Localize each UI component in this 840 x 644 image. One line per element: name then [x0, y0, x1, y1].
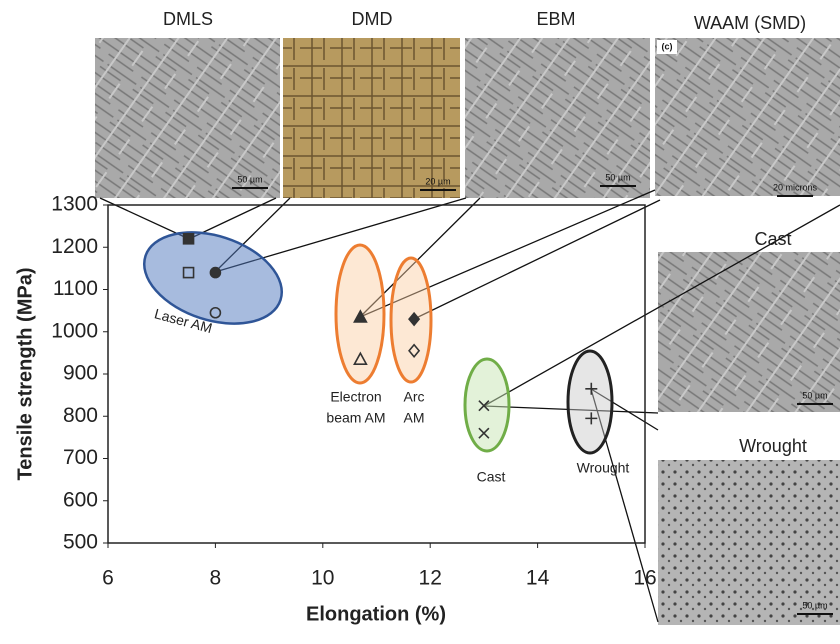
micrograph [283, 38, 460, 198]
scale-label: 20 microns [773, 182, 818, 192]
y-tick-label: 500 [63, 531, 98, 554]
panel-label: (c) [662, 41, 673, 51]
x-tick-label: 6 [102, 567, 114, 590]
point [184, 234, 194, 244]
group-label: AM [404, 410, 425, 426]
scale-label: 50 µm [802, 390, 827, 400]
y-axis-title: Tensile strength (MPa) [14, 268, 36, 481]
group-label: beam AM [326, 410, 385, 426]
micrograph-title: WAAM (SMD) [694, 13, 806, 33]
group-label: Electron [330, 389, 381, 405]
scale-label: 50 µm [802, 600, 827, 610]
y-tick-label: 600 [63, 488, 98, 511]
group-label: Wrought [577, 460, 630, 476]
micrograph [655, 38, 840, 196]
chart: Elongation (%) Tensile strength (MPa) 50… [0, 0, 840, 639]
y-tick-label: 700 [63, 446, 98, 469]
micrograph-title: Wrought [739, 436, 807, 456]
point [210, 268, 220, 278]
x-tick-label: 12 [419, 567, 442, 590]
micrograph-title: DMD [352, 9, 393, 29]
y-tick-label: 1200 [51, 235, 98, 258]
scale-label: 50 µm [237, 174, 262, 184]
micrograph-title: DMLS [163, 9, 213, 29]
x-tick-label: 16 [633, 567, 656, 590]
y-tick-label: 1300 [51, 193, 98, 216]
micrograph-title: Cast [754, 229, 791, 249]
x-tick-label: 10 [311, 567, 334, 590]
micrograph-title: EBM [536, 9, 575, 29]
x-tick-label: 8 [210, 567, 222, 590]
y-tick-label: 1100 [53, 277, 98, 300]
group-ellipse [568, 351, 612, 453]
scale-label: 50 µm [605, 172, 630, 182]
y-tick-label: 1000 [51, 319, 98, 342]
connector [414, 200, 660, 319]
y-tick-label: 800 [63, 404, 98, 427]
group-label: Cast [477, 469, 506, 485]
group-label: Arc [404, 389, 425, 405]
x-tick-label: 14 [526, 567, 550, 590]
x-axis-title: Elongation (%) [306, 603, 446, 625]
micrograph [658, 252, 840, 412]
scale-label: 20 µm [425, 176, 450, 186]
y-tick-label: 900 [63, 362, 98, 385]
